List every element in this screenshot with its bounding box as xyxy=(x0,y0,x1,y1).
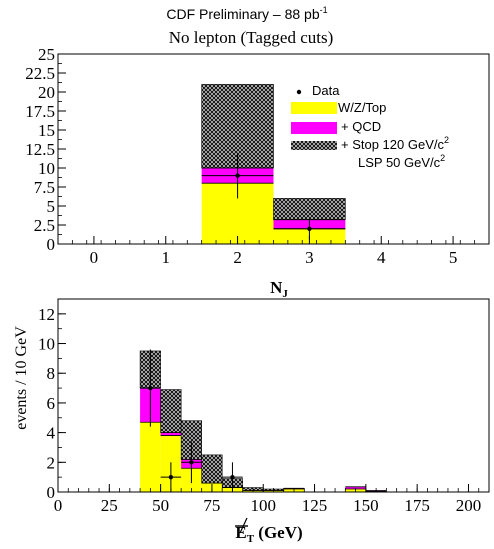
x-tick-label-5: 125 xyxy=(302,496,328,515)
legend-stop-swatch xyxy=(291,141,337,150)
x-tick-label-2: 2 xyxy=(233,248,242,267)
data-point-1 xyxy=(307,226,312,231)
legend-stop-label: + Stop 120 GeV/c2 xyxy=(341,135,449,152)
y-tick-label-3: 6 xyxy=(47,394,56,413)
x-tick-label-4: 4 xyxy=(377,248,386,267)
bottom-chart-bars xyxy=(139,350,387,492)
y-tick-label-0: 0 xyxy=(47,483,56,502)
y-tick-label-1: 2 xyxy=(47,453,56,472)
legend-wzt-swatch xyxy=(291,102,337,114)
data-point-0 xyxy=(235,173,240,178)
bottom-chart: 0 2 4 6 8 10 12 0 25 50 75 100 125 150 175 200 events /… xyxy=(13,298,490,545)
y-tick-label-4: 10 xyxy=(38,159,55,178)
y-tick-label-6: 15 xyxy=(38,121,55,140)
y-tick-label-5: 12.5 xyxy=(25,140,55,159)
top-chart-xlabel: NJ xyxy=(270,278,288,300)
y-tick-label-2: 5 xyxy=(47,197,56,216)
x-tick-label-2: 50 xyxy=(152,496,169,515)
top-chart-data-points xyxy=(201,152,346,240)
figure-title: CDF Preliminary – 88 pb-1 xyxy=(166,5,327,22)
x-tick-label-3: 75 xyxy=(203,496,220,515)
bottom-chart-axes: 0 2 4 6 8 10 12 0 25 50 75 100 125 150 175 200 xyxy=(38,298,490,515)
y-tick-label-7: 17.5 xyxy=(25,102,55,121)
x-tick-label-1: 25 xyxy=(101,496,118,515)
legend-lsp-label: LSP 50 GeV/c2 xyxy=(358,153,445,170)
top-chart-subtitle: No lepton (Tagged cuts) xyxy=(169,28,334,47)
y-tick-label-3: 7.5 xyxy=(34,178,55,197)
bar-stop-1 xyxy=(160,389,182,433)
bottom-chart-ylabel: events / 10 GeV xyxy=(13,326,30,430)
bar-stop-1 xyxy=(273,198,346,220)
x-tick-label-4: 100 xyxy=(250,496,276,515)
x-tick-label-5: 5 xyxy=(449,248,458,267)
bottom-chart-xlabel: ET (GeV) xyxy=(235,523,302,545)
data-point-1 xyxy=(168,474,174,480)
y-tick-label-6: 12 xyxy=(38,305,55,324)
data-point-0 xyxy=(148,385,153,391)
x-tick-label-3: 3 xyxy=(305,248,314,267)
x-tick-label-0: 0 xyxy=(90,248,99,267)
y-tick-label-8: 20 xyxy=(38,83,55,102)
bar-stop-3 xyxy=(201,454,223,484)
data-point-3 xyxy=(230,474,235,480)
bottom-chart-data-points xyxy=(140,349,243,492)
x-tick-label-6: 150 xyxy=(353,496,379,515)
data-point-2 xyxy=(189,460,194,465)
legend-wzt-label: W/Z/Top xyxy=(338,100,386,115)
y-tick-label-9: 22.5 xyxy=(25,64,55,83)
x-tick-label-1: 1 xyxy=(162,248,171,267)
legend-data-label: Data xyxy=(312,83,340,98)
bar-wzt-0 xyxy=(140,422,161,492)
y-tick-label-5: 10 xyxy=(38,335,55,354)
legend-data-marker xyxy=(296,89,302,95)
bar-qcd-10 xyxy=(345,486,366,490)
top-chart-legend: Data W/Z/Top + QCD + Stop 120 GeV/c2 LSP… xyxy=(291,83,449,170)
bar-qcd-1 xyxy=(160,432,182,436)
legend-qcd-label: + QCD xyxy=(341,119,381,134)
y-tick-label-10: 25 xyxy=(38,45,55,64)
legend-qcd-swatch xyxy=(291,122,337,134)
x-tick-label-8: 200 xyxy=(456,496,482,515)
y-tick-label-1: 2.5 xyxy=(34,216,55,235)
bottom-chart-frame xyxy=(57,298,490,493)
missing-et-bar xyxy=(239,517,248,534)
y-tick-label-0: 0 xyxy=(47,235,56,254)
x-tick-label-7: 175 xyxy=(404,496,430,515)
y-tick-label-2: 4 xyxy=(47,424,56,443)
y-tick-label-4: 8 xyxy=(47,364,56,383)
x-tick-label-0: 0 xyxy=(54,496,63,515)
